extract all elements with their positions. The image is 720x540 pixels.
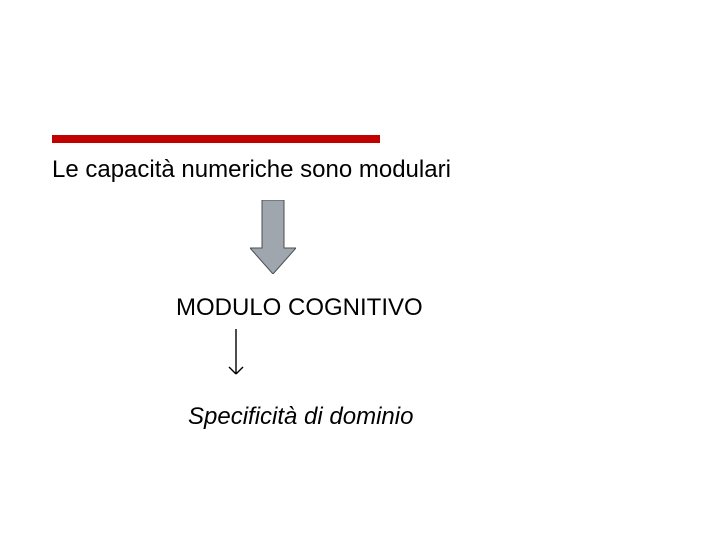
subheading-1: MODULO COGNITIVO <box>176 294 423 322</box>
slide-canvas: Le capacità numeriche sono modulari MODU… <box>0 0 720 540</box>
heading-text: Le capacità numeriche sono modulari <box>52 156 451 184</box>
down-arrow-large-shape <box>250 200 296 274</box>
down-arrow-small-head-left <box>229 367 236 374</box>
down-arrow-small-head-right <box>236 367 243 374</box>
title-underline <box>52 135 380 143</box>
down-arrow-small-icon <box>228 328 244 383</box>
down-arrow-large-icon <box>250 200 296 274</box>
subheading-2: Specificità di dominio <box>188 403 413 431</box>
